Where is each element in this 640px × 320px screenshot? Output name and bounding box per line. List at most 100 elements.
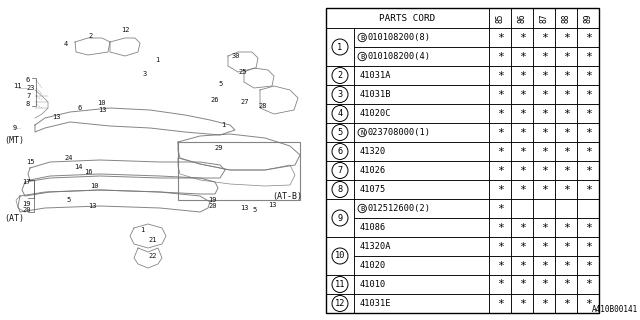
- Text: *: *: [584, 127, 591, 138]
- Text: 41020C: 41020C: [360, 109, 392, 118]
- Text: *: *: [518, 185, 525, 195]
- Text: B: B: [360, 35, 364, 41]
- Bar: [533, 161, 555, 180]
- Bar: [326, 142, 354, 161]
- Bar: [354, 161, 489, 180]
- Text: *: *: [497, 52, 504, 61]
- Bar: [533, 275, 555, 294]
- Text: 19: 19: [22, 201, 31, 207]
- Text: 023708000(1): 023708000(1): [367, 128, 430, 137]
- Bar: [489, 47, 511, 66]
- Text: *: *: [541, 279, 547, 290]
- Bar: [577, 47, 599, 66]
- Bar: [326, 8, 599, 313]
- Text: *: *: [518, 147, 525, 156]
- Text: *: *: [497, 222, 504, 233]
- Bar: [577, 142, 599, 161]
- Text: 2: 2: [88, 33, 92, 39]
- Text: 10: 10: [335, 252, 345, 260]
- Text: 41020: 41020: [360, 261, 387, 270]
- Bar: [511, 8, 533, 28]
- Text: *: *: [497, 165, 504, 175]
- Text: *: *: [518, 70, 525, 81]
- Text: *: *: [497, 108, 504, 118]
- Text: *: *: [584, 299, 591, 308]
- Bar: [489, 142, 511, 161]
- Text: 28: 28: [258, 103, 266, 109]
- Bar: [533, 123, 555, 142]
- Text: 9: 9: [13, 125, 17, 131]
- Bar: [489, 85, 511, 104]
- Text: 13: 13: [88, 203, 97, 209]
- Text: 12: 12: [121, 27, 129, 33]
- Text: *: *: [497, 299, 504, 308]
- Bar: [489, 294, 511, 313]
- Bar: [577, 199, 599, 218]
- Text: 41320A: 41320A: [360, 242, 392, 251]
- Text: *: *: [518, 127, 525, 138]
- Text: *: *: [518, 108, 525, 118]
- Bar: [577, 256, 599, 275]
- Bar: [489, 256, 511, 275]
- Bar: [489, 218, 511, 237]
- Text: 10: 10: [90, 183, 99, 189]
- Text: 14: 14: [74, 164, 83, 170]
- Text: *: *: [541, 260, 547, 270]
- Text: *: *: [584, 279, 591, 290]
- Bar: [511, 142, 533, 161]
- Text: *: *: [497, 33, 504, 43]
- Bar: [489, 104, 511, 123]
- Bar: [354, 142, 489, 161]
- Text: 87: 87: [540, 13, 548, 23]
- Text: *: *: [497, 260, 504, 270]
- Text: *: *: [497, 242, 504, 252]
- Bar: [354, 28, 489, 47]
- Text: *: *: [541, 147, 547, 156]
- Bar: [555, 294, 577, 313]
- Text: *: *: [563, 90, 570, 100]
- Text: 5: 5: [252, 207, 256, 213]
- Text: B: B: [360, 205, 364, 212]
- Bar: [511, 104, 533, 123]
- Text: 2: 2: [337, 71, 342, 80]
- Bar: [511, 28, 533, 47]
- Bar: [354, 180, 489, 199]
- Bar: [354, 218, 489, 237]
- Bar: [577, 275, 599, 294]
- Bar: [326, 28, 354, 66]
- Text: *: *: [541, 33, 547, 43]
- Bar: [354, 66, 489, 85]
- Bar: [533, 8, 555, 28]
- Bar: [489, 180, 511, 199]
- Text: *: *: [563, 165, 570, 175]
- Text: *: *: [563, 242, 570, 252]
- Bar: [555, 237, 577, 256]
- Text: 6: 6: [78, 105, 83, 111]
- Text: 19: 19: [208, 197, 216, 203]
- Text: 29: 29: [214, 145, 223, 151]
- Text: 13: 13: [98, 107, 106, 113]
- Bar: [511, 199, 533, 218]
- Text: 6: 6: [26, 77, 30, 83]
- Text: A410B00141: A410B00141: [592, 305, 638, 314]
- Text: N: N: [360, 130, 364, 135]
- Text: 20: 20: [208, 203, 216, 209]
- Text: 41075: 41075: [360, 185, 387, 194]
- Text: B: B: [360, 53, 364, 60]
- Text: *: *: [497, 204, 504, 213]
- Text: *: *: [584, 185, 591, 195]
- Text: 1: 1: [221, 122, 225, 128]
- Text: *: *: [584, 222, 591, 233]
- Text: *: *: [518, 90, 525, 100]
- Text: 41031E: 41031E: [360, 299, 392, 308]
- Text: 8: 8: [26, 101, 30, 107]
- Text: *: *: [541, 127, 547, 138]
- Text: *: *: [541, 185, 547, 195]
- Text: 13: 13: [52, 114, 61, 120]
- Text: *: *: [497, 279, 504, 290]
- Bar: [533, 142, 555, 161]
- Text: *: *: [541, 90, 547, 100]
- Text: 5: 5: [218, 81, 222, 87]
- Text: 21: 21: [148, 237, 157, 243]
- Text: 010108200(4): 010108200(4): [367, 52, 430, 61]
